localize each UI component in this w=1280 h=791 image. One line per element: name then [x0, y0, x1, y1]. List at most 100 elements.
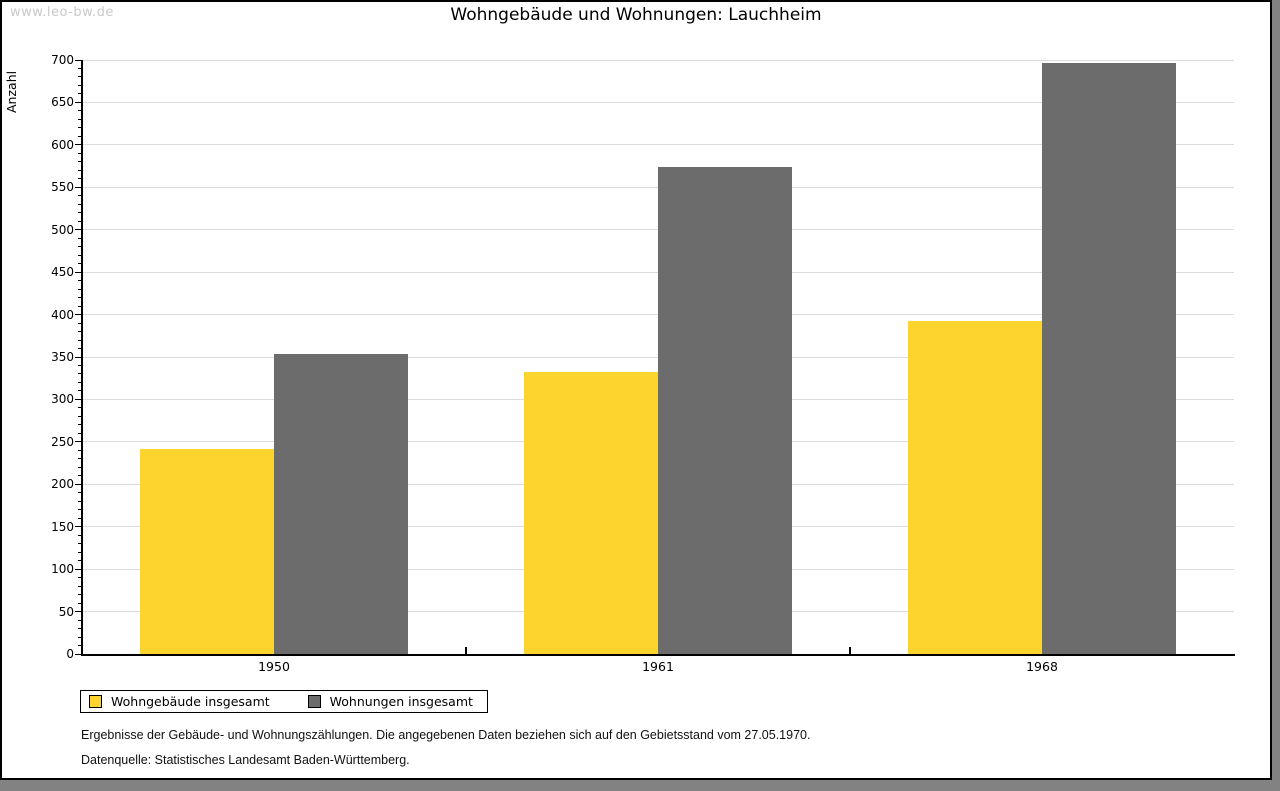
- y-axis-tick: [78, 458, 82, 460]
- y-axis-tick: [78, 288, 82, 290]
- y-axis-tick: [78, 577, 82, 579]
- legend: Wohngebäude insgesamt Wohnungen insgesam…: [80, 690, 488, 713]
- y-axis-tick: [75, 526, 82, 528]
- y-axis-tick: [78, 602, 82, 604]
- y-axis-tick-label: 300: [51, 392, 74, 407]
- y-axis-tick: [78, 415, 82, 417]
- y-axis-tick: [78, 76, 82, 78]
- bar-wohngebaeude-insgesamt-1968: [908, 321, 1042, 654]
- y-axis-tick: [78, 407, 82, 409]
- y-axis-tick: [78, 381, 82, 383]
- y-axis-tick: [78, 127, 82, 129]
- y-axis-tick: [78, 254, 82, 256]
- y-axis-tick: [78, 500, 82, 502]
- y-axis-tick: [78, 348, 82, 349]
- y-axis-tick: [78, 135, 82, 137]
- y-axis-tick: [78, 297, 82, 299]
- gridline: [82, 101, 1234, 103]
- y-axis-tick: [78, 305, 82, 307]
- y-axis-tick: [78, 492, 82, 494]
- y-axis-tick: [78, 585, 82, 587]
- y-axis-tick: [78, 203, 82, 205]
- y-axis-tick: [78, 619, 82, 621]
- x-axis-label: 1950: [258, 659, 290, 674]
- legend-item-wohnungen: Wohnungen insgesamt: [307, 694, 473, 709]
- y-axis-tick: [78, 432, 82, 434]
- y-axis-tick: [75, 568, 82, 570]
- y-axis-tick-label: 600: [51, 137, 74, 152]
- y-axis-tick-label: 400: [51, 307, 74, 322]
- y-axis-tick: [78, 560, 82, 562]
- y-axis-tick: [78, 212, 82, 214]
- y-axis-tick: [75, 356, 82, 358]
- y-axis-tick: [78, 84, 82, 86]
- y-axis-tick-label: 700: [51, 53, 74, 67]
- bar-wohnungen-insgesamt-1950: [274, 354, 408, 654]
- y-axis-tick: [78, 466, 82, 468]
- x-axis-tick: [849, 647, 851, 654]
- y-axis-tick: [75, 144, 82, 146]
- y-axis-tick: [78, 364, 82, 366]
- y-axis-tick: [75, 229, 82, 231]
- y-axis-tick: [78, 373, 82, 375]
- y-axis-tick: [78, 534, 82, 536]
- y-axis-tick: [75, 611, 82, 613]
- y-axis-tick: [78, 517, 82, 519]
- y-axis-tick-label: 550: [51, 180, 74, 195]
- legend-swatch-gray-icon: [307, 695, 321, 708]
- y-axis-tick: [78, 628, 82, 630]
- y-axis-tick: [78, 237, 82, 239]
- y-axis-tick: [78, 220, 82, 222]
- y-axis-tick: [75, 653, 82, 655]
- y-axis-tick: [78, 263, 82, 265]
- y-axis-tick-label: 350: [51, 350, 74, 364]
- y-axis-tick: [78, 424, 82, 426]
- y-axis-tick: [78, 322, 82, 324]
- y-axis-tick-label: 200: [51, 477, 74, 492]
- watermark: www.leo-bw.de: [10, 5, 114, 20]
- y-axis-tick-label: 0: [66, 647, 74, 661]
- y-axis-tick: [75, 398, 82, 400]
- chart-title: Wohngebäude und Wohnungen: Lauchheim: [450, 5, 822, 25]
- y-axis-tick: [78, 195, 82, 197]
- y-axis-tick-label: 100: [51, 562, 74, 577]
- y-axis-tick: [78, 118, 82, 120]
- y-axis-tick: [78, 449, 82, 451]
- y-axis-tick: [78, 67, 82, 69]
- y-axis-tick: [75, 101, 82, 103]
- y-axis-tick: [78, 169, 82, 171]
- gridline: [82, 144, 1234, 146]
- y-axis-tick: [78, 178, 82, 180]
- y-axis-tick: [78, 543, 82, 545]
- y-axis-tick: [78, 509, 82, 511]
- y-axis-tick: [78, 161, 82, 163]
- y-axis-tick: [75, 271, 82, 273]
- legend-label: Wohngebäude insgesamt: [111, 694, 270, 709]
- gridline: [82, 59, 1234, 61]
- bar-wohnungen-insgesamt-1961: [658, 166, 792, 654]
- y-axis-tick-label: 150: [51, 519, 74, 534]
- y-axis-tick: [75, 441, 82, 443]
- y-axis-tick: [78, 551, 82, 553]
- y-axis-tick: [78, 280, 82, 282]
- bar-wohngebaeude-insgesamt-1961: [524, 372, 658, 654]
- y-axis-tick: [78, 331, 82, 333]
- chart-page: www.leo-bw.de Wohngebäude und Wohnungen:…: [0, 0, 1272, 780]
- footnote-line-1: Ergebnisse der Gebäude- und Wohnungszähl…: [81, 728, 811, 742]
- x-axis-line: [81, 654, 1235, 656]
- bar-wohngebaeude-insgesamt-1950: [140, 448, 274, 654]
- y-axis-tick: [78, 93, 82, 95]
- x-axis-label: 1968: [1026, 659, 1058, 674]
- y-axis-tick: [75, 483, 82, 485]
- y-axis-tick: [75, 186, 82, 188]
- y-axis-tick: [78, 645, 82, 646]
- plot-area: 0 50 100 150 200 250 300 350 400 450 500 550 600 650 7…: [2, 2, 1270, 778]
- y-axis-tick: [78, 594, 82, 596]
- x-axis-label: 1961: [642, 659, 674, 674]
- y-axis-tick: [78, 475, 82, 477]
- y-axis-tick: [78, 246, 82, 248]
- y-axis-tick-label: 500: [51, 222, 74, 237]
- y-axis-tick: [78, 636, 82, 638]
- y-axis-tick: [78, 390, 82, 392]
- y-axis-line: [81, 60, 83, 654]
